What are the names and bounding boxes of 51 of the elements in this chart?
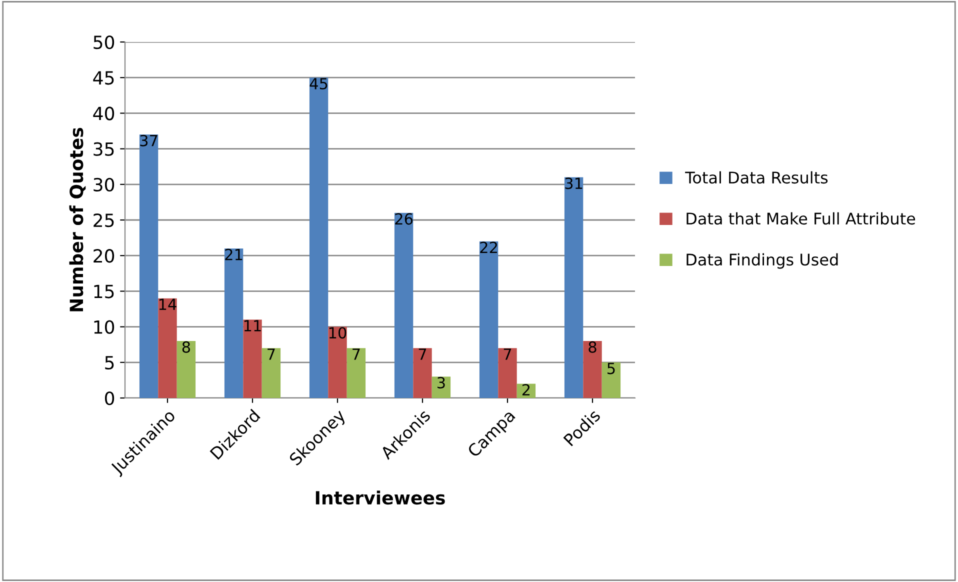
y-axis-title: Number of Quotes [69,128,86,312]
y-tick-label: 25 [94,213,114,228]
y-tick-label: 15 [94,284,114,298]
data-label: 14 [159,298,176,310]
data-label: 2 [522,384,530,396]
legend-label: Total Data Results [685,171,828,184]
data-label: 8 [182,341,190,353]
data-label: 26 [395,213,413,225]
y-tick-label: 20 [94,249,114,263]
data-label: 37 [140,134,158,146]
data-label: 11 [244,320,261,332]
bar [176,341,196,398]
data-label: 7 [504,348,512,360]
bar [158,298,177,398]
data-label: 7 [352,348,360,360]
data-label: 45 [310,78,328,90]
data-label: 7 [418,348,426,360]
bar [583,341,602,398]
bar [309,78,328,398]
bar [564,177,584,398]
y-tick-label: 10 [94,320,114,334]
bar [602,362,621,398]
data-label: 8 [588,341,596,353]
bar [432,376,451,398]
data-label: 7 [268,348,275,360]
bar [224,248,244,398]
y-tick-label: 50 [94,35,114,50]
y-tick-label: 0 [104,391,114,406]
bar [262,348,281,398]
x-axis-title: Interviewees [316,490,445,505]
y-tick-label: 5 [105,356,114,370]
data-label: 21 [225,248,242,260]
y-tick-label: 35 [94,142,114,156]
bar [479,241,498,398]
bar [139,134,158,398]
legend-label: Data that Make Full Attribute [686,212,916,225]
data-label: 5 [608,362,615,374]
bar [498,348,517,398]
y-tick-label: 40 [93,106,114,120]
bar [328,326,347,398]
y-tick-label: 45 [93,71,114,85]
y-tick-label: 30 [94,178,114,192]
data-label: 10 [329,327,346,339]
bar [346,348,366,398]
bar [413,348,432,398]
data-label: 31 [565,178,582,190]
data-label: 22 [480,242,497,253]
data-label: 3 [438,376,445,388]
bar [243,320,262,398]
bar [394,212,414,398]
legend-label: Data Findings Used [686,253,838,269]
